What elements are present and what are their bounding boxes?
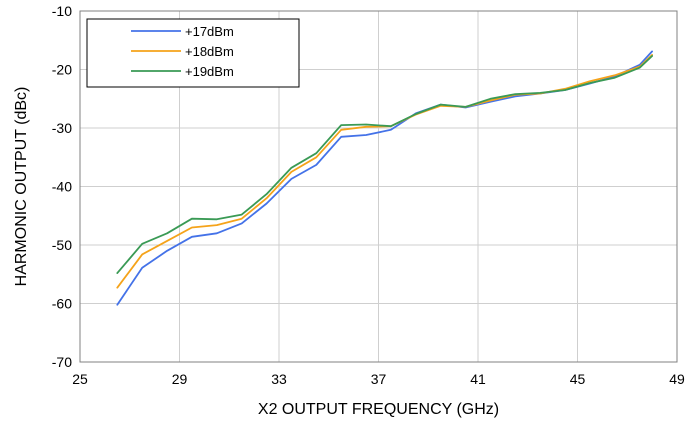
x-tick-label: 33 xyxy=(271,371,287,387)
legend-label: +17dBm xyxy=(185,24,234,39)
legend-label: +19dBm xyxy=(185,64,234,79)
y-tick-label: -50 xyxy=(52,237,72,253)
series-line-1 xyxy=(116,50,653,306)
x-axis-label: X2 OUTPUT FREQUENCY (GHz) xyxy=(258,401,499,418)
plot-area-frame xyxy=(79,10,678,363)
series-lines xyxy=(116,50,653,306)
y-tick-label: -30 xyxy=(52,120,72,136)
x-tick-label: 49 xyxy=(669,371,685,387)
y-tick-label: -70 xyxy=(52,354,72,370)
x-tick-label: 37 xyxy=(371,371,387,387)
x-tick-label: 25 xyxy=(72,371,88,387)
legend-box xyxy=(86,18,300,88)
x-tick-label: 45 xyxy=(570,371,586,387)
y-tick-label: -40 xyxy=(52,179,72,195)
x-tick-label: 29 xyxy=(172,371,188,387)
x-tick-label: 41 xyxy=(470,371,486,387)
series-line-3 xyxy=(116,55,653,275)
legend: +17dBm +18dBm +19dBm xyxy=(86,18,300,88)
y-tick-label: -10 xyxy=(52,3,72,19)
y-tick-label: -20 xyxy=(52,62,72,78)
legend-label: +18dBm xyxy=(185,44,234,59)
series-line-2 xyxy=(116,54,653,289)
y-tick-label: -60 xyxy=(52,296,72,312)
y-axis-label: HARMONIC OUTPUT (dBc) xyxy=(13,87,30,287)
